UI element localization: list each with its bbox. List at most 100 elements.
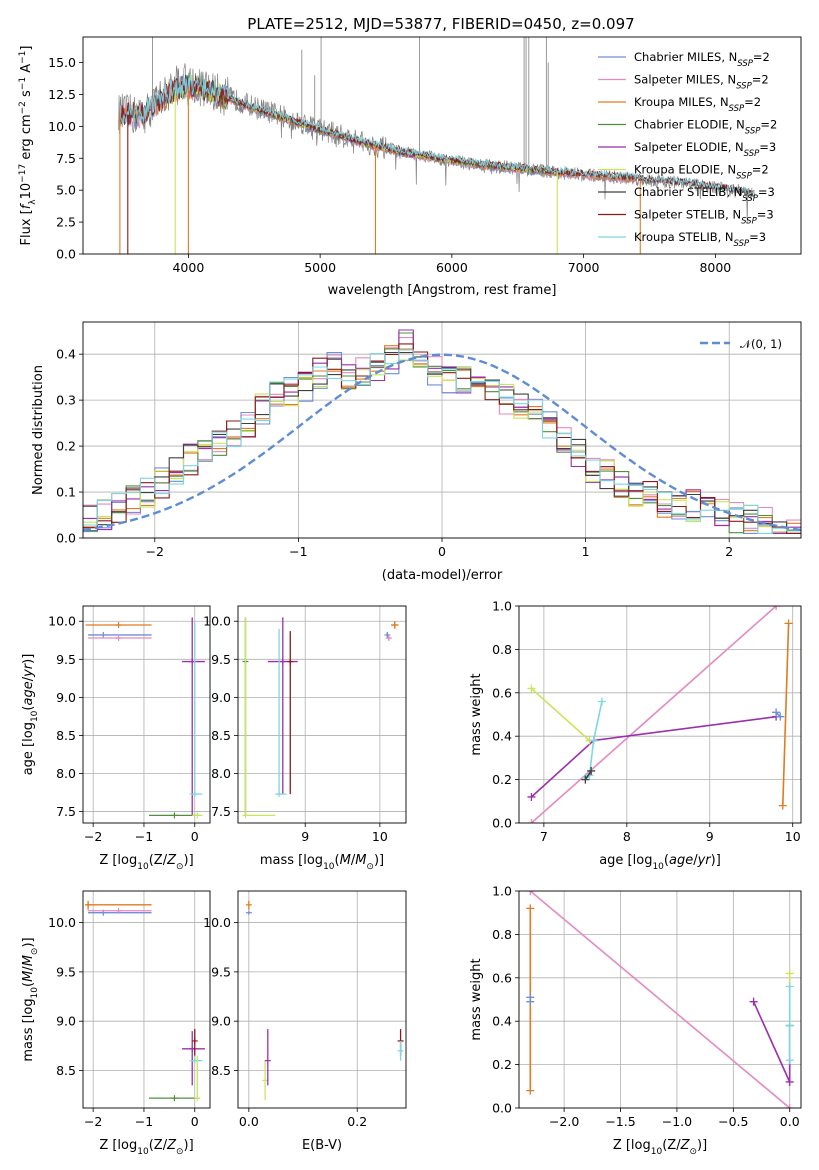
x-tick-label: 9 [706,829,714,844]
weight-marker [597,697,606,706]
legend-label-part: SSP [741,217,757,227]
weight-series [527,684,594,745]
weight-line [775,711,781,718]
legend-label: Kroupa STELIB, NSSP=3 [634,230,766,249]
y-tick-label: 1.0 [492,884,512,899]
grid [238,606,406,823]
legend-label: Kroupa ELODIE, NSSP=2 [634,163,769,182]
weight-marker [772,606,781,610]
y-axis-label: age [log10(age/yr)] [21,654,40,776]
y-tick-label: 0.0 [492,816,512,831]
weight-marker [785,982,794,991]
x-axis-label: Z [log10(Z/Z⊙)] [99,853,193,872]
y-tick-label: 8.5 [56,728,76,743]
y-tick-label: 5.0 [56,183,76,198]
model-spectrum-line [119,74,756,197]
x-tick-label: 10 [785,829,801,844]
y-axis-label: mass [log10(M/M⊙)] [21,937,40,1061]
point-marker [171,1095,178,1102]
y-tick-label: 7.5 [56,151,76,166]
y-tick-label: 0.2 [492,772,512,787]
point-marker [276,791,283,798]
y-tick-label: 10.0 [203,915,231,930]
weight-series [526,993,535,1006]
axes-frame [518,605,802,824]
axes-frame [237,890,407,1109]
weight-line [584,770,592,781]
weight-marker [785,1104,794,1108]
data-point [287,631,294,795]
plot-area [83,606,210,823]
point-marker [194,1095,201,1102]
data-point [182,617,205,816]
data-point [191,1029,198,1056]
x-tick-label: −1 [135,1114,153,1129]
y-tick-label: 8.5 [56,1063,76,1078]
x-tick-label: 0 [438,544,446,559]
y-tick-label: 0.4 [492,1014,512,1029]
weight-series [527,606,781,823]
data-point [189,1055,203,1064]
y-tick-label: 8.0 [211,766,231,781]
y-tick-label: 12.5 [48,87,76,102]
x-axis-label: mass [log10(M/M⊙)] [260,853,384,872]
y-tick-label: 10.0 [48,915,76,930]
y-tick-label: 7.5 [211,804,231,819]
grid [519,606,801,823]
residual-legend: 𝒩(0, 1) [700,337,782,351]
weight-marker [527,819,536,823]
model-spectrum-line [174,73,558,176]
legend-label: Salpeter ELODIE, NSSP=3 [634,140,776,159]
legend-label-part: SSP [729,104,745,114]
axes-mass-vs-Z: −2 −1 0 8.5 9.0 9.5 10.0 Z [log10(Z/Z⊙)] mass [l… [21,890,211,1157]
point-marker [385,634,392,641]
legend-label-part: SSP [742,194,758,204]
x-axis-label: Z [log10(Z/Z⊙)] [613,1138,707,1157]
legend-label-part: Kroupa STELIB, N [634,230,734,244]
y-tick-label: 8.5 [211,728,231,743]
y-axis-label: Normed distribution [31,365,46,495]
weight-marker [778,801,787,810]
weight-marker [785,1021,794,1030]
x-tick-label: 0 [191,829,199,844]
y-axis-label: Flux [fλ10−17 erg cm−2 s−1 A−1] [18,46,38,246]
x-tick-label: −1.0 [662,1114,692,1129]
data-point [385,634,392,641]
legend-label-part: SSP [745,127,761,137]
plot-area [519,891,801,1108]
weight-line [530,606,777,823]
weight-series [527,712,781,801]
legend-label-part: =2 [744,95,761,109]
legend-label-part: =2 [760,118,777,132]
weight-marker [785,1056,794,1065]
axes-residuals: −2 −1 0 1 2 0.0 0.1 0.2 0.3 0.4 𝒩(0, 1) (data-model… [31,321,802,583]
y-tick-label: 0.4 [492,729,512,744]
y-tick-label: 0.0 [56,531,76,546]
legend-label-part: =3 [759,140,776,154]
legend-label-part: Chabrier STELIB, N [634,185,742,199]
axes-frame [82,36,802,255]
weight-marker [587,766,596,775]
axes-frame [82,321,802,539]
x-tick-label: 9 [301,829,309,844]
x-axis-label: (data-model)/error [382,568,503,583]
legend-label-part: Chabrier ELODIE, N [634,118,745,132]
weight-line [529,891,791,1108]
legend-label-part: =3 [757,208,774,222]
legend-label-part: =2 [753,50,770,64]
legend-label-part: =2 [752,73,769,87]
axes-age-vs-mass: 9 10 7.5 8.0 8.5 9.0 9.5 10.0 mass [log10(M/M⊙)] [203,605,407,872]
legend-label-part: Chabrier MILES, N [634,50,737,64]
model-spectrum-line [175,75,558,177]
weight-marker [527,684,536,693]
weight-marker [772,708,781,717]
data-point [194,1055,201,1102]
x-tick-label: 5000 [304,260,336,275]
point-marker [115,907,122,914]
x-tick-label: 8 [623,829,631,844]
data-point [88,631,152,638]
weight-series [749,997,794,1086]
weight-marker [785,1077,794,1086]
point-marker [287,658,294,665]
y-axis-label: mass weight [469,958,484,1040]
